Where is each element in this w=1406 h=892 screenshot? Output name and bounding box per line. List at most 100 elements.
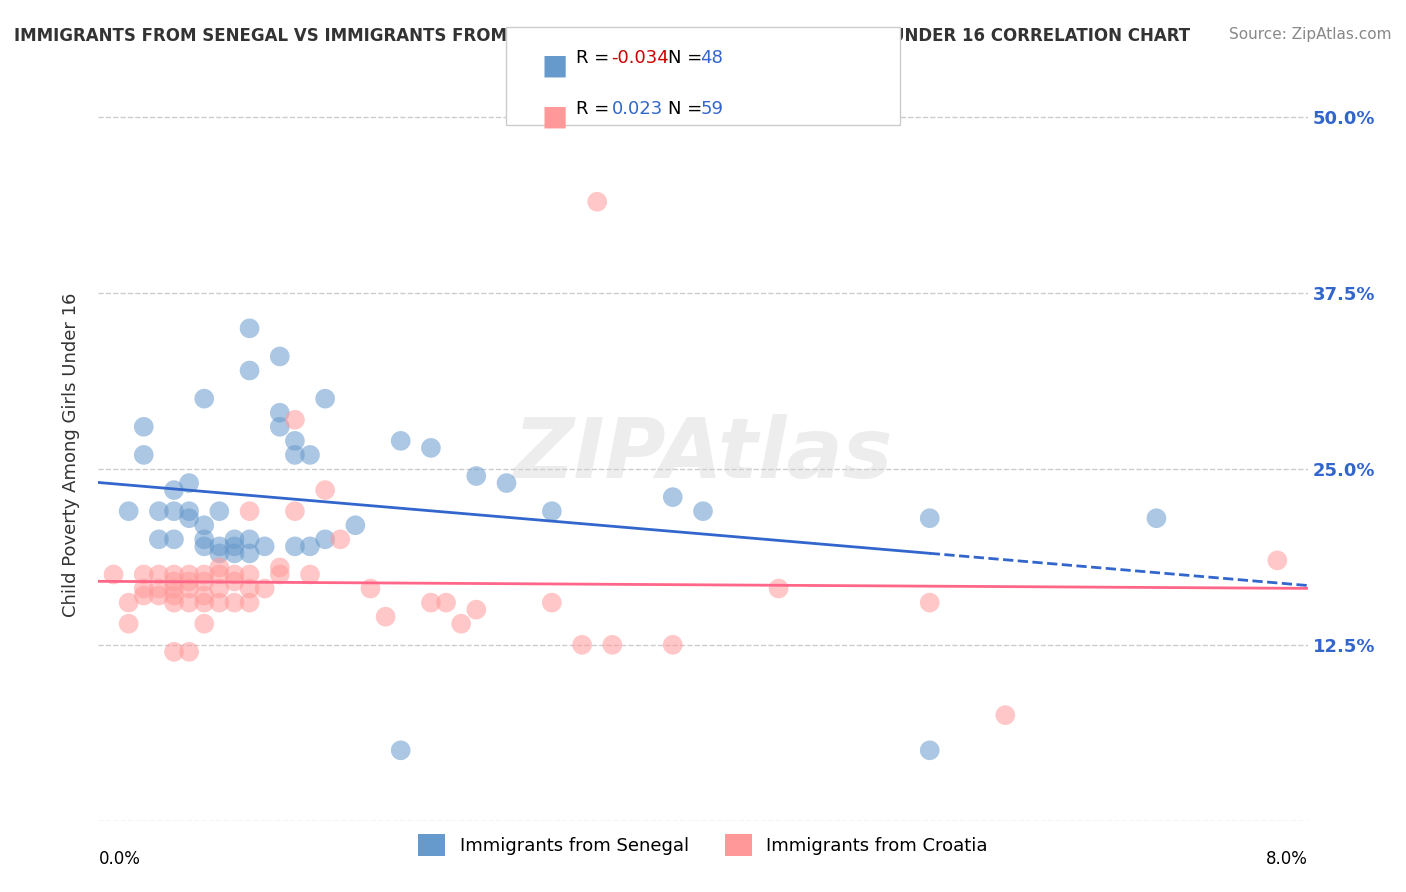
Point	[163, 533, 186, 547]
Text: IMMIGRANTS FROM SENEGAL VS IMMIGRANTS FROM CROATIA CHILD POVERTY AMONG GIRLS UND: IMMIGRANTS FROM SENEGAL VS IMMIGRANTS FR…	[14, 27, 1191, 45]
Text: 48: 48	[700, 49, 723, 67]
Point	[344, 518, 367, 533]
Point	[299, 448, 322, 462]
Point	[148, 504, 170, 518]
Point	[269, 419, 291, 434]
Point	[118, 596, 141, 610]
Point	[284, 434, 307, 448]
Point	[132, 448, 155, 462]
Point	[224, 539, 246, 553]
Point	[193, 589, 215, 603]
Point	[208, 539, 231, 553]
Point	[1267, 553, 1289, 567]
Point	[360, 582, 382, 596]
Point	[224, 596, 246, 610]
Y-axis label: Child Poverty Among Girls Under 16: Child Poverty Among Girls Under 16	[62, 293, 80, 617]
Point	[193, 596, 215, 610]
Point	[239, 363, 262, 377]
Point	[994, 708, 1017, 723]
Point	[239, 567, 262, 582]
Point	[239, 546, 262, 560]
Point	[284, 504, 307, 518]
Point	[118, 504, 141, 518]
Point	[768, 582, 790, 596]
Point	[148, 567, 170, 582]
Point	[163, 589, 186, 603]
Point	[179, 574, 201, 589]
Point	[495, 476, 517, 491]
Text: ZIPAtlas: ZIPAtlas	[513, 415, 893, 495]
Point	[193, 392, 215, 406]
Point	[179, 567, 201, 582]
Point	[193, 567, 215, 582]
Point	[179, 476, 201, 491]
Point	[239, 596, 262, 610]
Point	[103, 567, 125, 582]
Point	[918, 596, 941, 610]
Point	[193, 539, 215, 553]
Point	[239, 533, 262, 547]
Point	[314, 392, 336, 406]
Text: 0.023: 0.023	[612, 100, 662, 118]
Text: -0.034: -0.034	[612, 49, 669, 67]
Point	[193, 533, 215, 547]
Point	[224, 567, 246, 582]
Point	[374, 609, 396, 624]
Point	[179, 504, 201, 518]
Point	[208, 504, 231, 518]
Point	[239, 504, 262, 518]
Point	[163, 574, 186, 589]
Point	[602, 638, 624, 652]
Point	[132, 582, 155, 596]
Point	[692, 504, 714, 518]
Point	[179, 582, 201, 596]
Point	[314, 533, 336, 547]
Point	[269, 406, 291, 420]
Point	[420, 441, 443, 455]
Point	[269, 567, 291, 582]
Point	[284, 539, 307, 553]
Text: 59: 59	[700, 100, 723, 118]
Point	[193, 574, 215, 589]
Point	[224, 533, 246, 547]
Point	[208, 560, 231, 574]
Point	[918, 743, 941, 757]
Point	[193, 518, 215, 533]
Point	[208, 546, 231, 560]
Point	[389, 743, 412, 757]
Point	[179, 511, 201, 525]
Point	[434, 596, 457, 610]
Point	[420, 596, 443, 610]
Text: ■: ■	[541, 52, 568, 79]
Point	[148, 582, 170, 596]
Point	[163, 567, 186, 582]
Point	[299, 539, 322, 553]
Point	[1146, 511, 1168, 525]
Point	[132, 589, 155, 603]
Point	[179, 596, 201, 610]
Point	[163, 596, 186, 610]
Point	[179, 645, 201, 659]
Text: ■: ■	[541, 103, 568, 130]
Point	[118, 616, 141, 631]
Point	[163, 645, 186, 659]
Point	[224, 574, 246, 589]
Point	[148, 589, 170, 603]
Point	[208, 582, 231, 596]
Legend: Immigrants from Senegal, Immigrants from Croatia: Immigrants from Senegal, Immigrants from…	[411, 826, 995, 863]
Point	[208, 596, 231, 610]
Point	[586, 194, 609, 209]
Point	[269, 560, 291, 574]
Point	[239, 582, 262, 596]
Point	[163, 582, 186, 596]
Point	[329, 533, 352, 547]
Point	[239, 321, 262, 335]
Point	[661, 490, 683, 504]
Point	[450, 616, 472, 631]
Point	[132, 419, 155, 434]
Text: 0.0%: 0.0%	[98, 850, 141, 868]
Text: N =: N =	[668, 49, 707, 67]
Point	[148, 533, 170, 547]
Point	[389, 434, 412, 448]
Point	[540, 504, 562, 518]
